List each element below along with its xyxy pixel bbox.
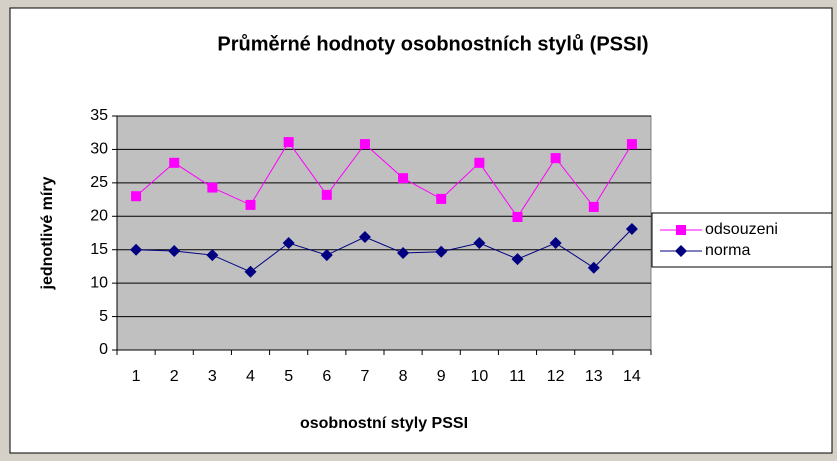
point bbox=[358, 231, 371, 244]
point bbox=[473, 237, 486, 250]
x-tick-label: 5 bbox=[284, 368, 293, 385]
point bbox=[512, 211, 523, 222]
x-tick-label: 11 bbox=[509, 368, 526, 385]
x-tick-label: 3 bbox=[208, 368, 217, 385]
y-tick-label: 25 bbox=[90, 174, 108, 191]
x-axis-label: osobnostní styly PSSI bbox=[300, 415, 468, 432]
y-tick-label: 5 bbox=[99, 308, 108, 325]
point bbox=[282, 237, 295, 250]
x-tick-label: 14 bbox=[623, 368, 641, 385]
point bbox=[474, 157, 485, 168]
x-tick-label: 2 bbox=[170, 368, 179, 385]
point bbox=[168, 245, 181, 258]
point bbox=[588, 201, 599, 212]
x-tick-label: 6 bbox=[322, 368, 331, 385]
point bbox=[435, 245, 448, 258]
x-tick-label: 8 bbox=[399, 368, 408, 385]
y-tick-label: 35 bbox=[90, 107, 108, 124]
point bbox=[207, 182, 218, 193]
point bbox=[359, 139, 370, 150]
point bbox=[587, 261, 600, 274]
x-tick-label: 1 bbox=[132, 368, 141, 385]
legend-marker bbox=[675, 245, 687, 257]
point bbox=[320, 249, 333, 262]
legend-label: odsouzeni bbox=[705, 221, 778, 238]
y-tick-label: 0 bbox=[99, 341, 108, 358]
x-tick-label: 4 bbox=[246, 368, 255, 385]
plot-area bbox=[116, 115, 652, 351]
y-tick-label: 10 bbox=[90, 274, 108, 291]
point bbox=[130, 243, 143, 256]
point bbox=[245, 199, 256, 210]
series-line bbox=[136, 228, 633, 273]
x-tick-label: 10 bbox=[470, 368, 488, 385]
point bbox=[626, 139, 637, 150]
legend-label: norma bbox=[705, 242, 750, 259]
legend-marker bbox=[676, 225, 686, 235]
y-axis-label: jednotlivé míry bbox=[39, 176, 56, 290]
x-tick-label: 12 bbox=[547, 368, 565, 385]
point bbox=[436, 193, 447, 204]
point bbox=[398, 173, 409, 184]
point bbox=[625, 222, 638, 235]
point bbox=[550, 153, 561, 164]
series-line bbox=[135, 141, 633, 218]
x-tick-label: 7 bbox=[360, 368, 369, 385]
x-tick-label: 13 bbox=[585, 368, 603, 385]
y-tick-label: 20 bbox=[90, 208, 108, 225]
point bbox=[549, 237, 562, 250]
y-tick-label: 30 bbox=[90, 141, 108, 158]
point bbox=[511, 253, 524, 266]
legend bbox=[651, 212, 833, 268]
chart-title: Průměrné hodnoty osobnostních stylů (PSS… bbox=[217, 33, 648, 55]
point bbox=[283, 137, 294, 148]
point bbox=[131, 191, 142, 202]
y-tick-label: 15 bbox=[90, 241, 108, 258]
point bbox=[397, 247, 410, 260]
point bbox=[321, 189, 332, 200]
point bbox=[206, 249, 219, 262]
x-tick-label: 9 bbox=[437, 368, 446, 385]
point bbox=[169, 157, 180, 168]
point bbox=[244, 265, 257, 278]
